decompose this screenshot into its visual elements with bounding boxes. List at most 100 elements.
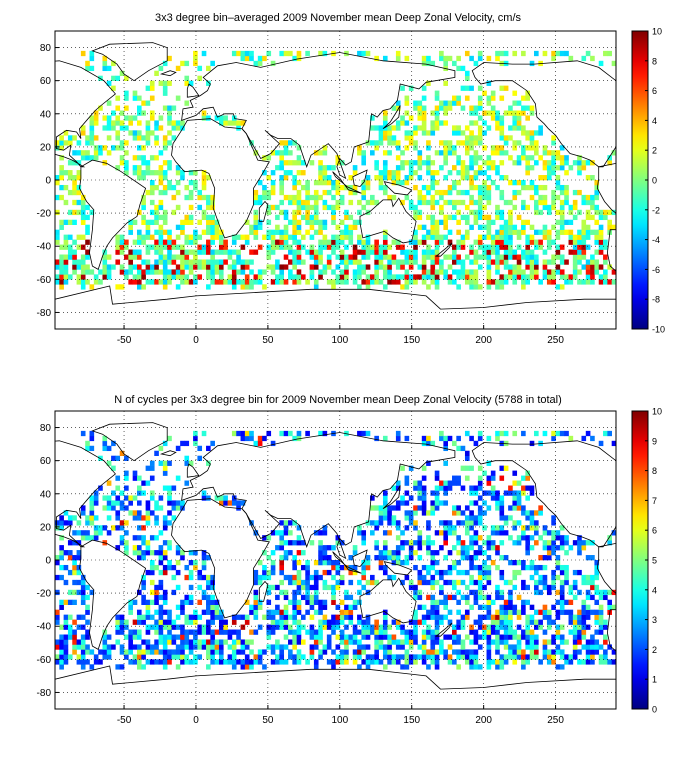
bin-cell	[529, 574, 535, 581]
bin-cell	[162, 594, 168, 601]
bin-cell	[387, 550, 392, 556]
bin-cell	[132, 495, 138, 501]
bin-cell	[106, 644, 112, 650]
bin-cell	[503, 254, 509, 260]
bin-cell	[348, 175, 354, 181]
bin-cell	[421, 160, 427, 166]
bin-cell	[538, 574, 543, 581]
bin-cell	[447, 579, 453, 586]
bin-cell	[296, 624, 302, 630]
bin-cell	[503, 229, 509, 235]
bin-cell	[477, 204, 483, 211]
bin-cell	[503, 234, 509, 240]
bin-cell	[201, 264, 207, 270]
bin-cell	[477, 50, 483, 57]
bin-cell	[607, 599, 612, 605]
bin-cell	[521, 254, 526, 260]
bin-cell	[469, 140, 474, 146]
bin-cell	[318, 150, 323, 156]
bin-cell	[210, 594, 215, 601]
bin-cell	[598, 440, 604, 447]
bin-cell	[439, 435, 444, 442]
bin-cell	[404, 259, 410, 265]
bin-cell	[335, 535, 341, 541]
bin-cell	[76, 564, 82, 571]
bin-cell	[227, 659, 233, 665]
bin-cell	[279, 150, 285, 156]
bin-cell	[223, 500, 228, 506]
bin-cell	[357, 50, 362, 57]
bin-cell	[395, 505, 401, 511]
bin-cell	[499, 145, 505, 151]
bin-cell	[236, 639, 241, 645]
bin-cell	[490, 165, 496, 171]
bin-cell	[141, 284, 146, 290]
bin-cell	[499, 189, 505, 196]
bin-cell	[279, 569, 285, 576]
bin-cell	[447, 594, 453, 601]
bin-cell	[59, 634, 64, 640]
bin-cell	[529, 234, 535, 240]
bin-cell	[542, 430, 548, 437]
bin-cell	[469, 274, 474, 280]
bin-cell	[145, 219, 151, 225]
bin-cell	[512, 274, 518, 280]
bin-cell	[486, 259, 492, 265]
bin-cell	[521, 284, 526, 290]
bin-cell	[357, 599, 362, 605]
bin-cell	[296, 229, 302, 235]
bin-cell	[236, 269, 241, 275]
bin-cell	[55, 654, 60, 660]
bin-cell	[413, 510, 418, 516]
bin-cell	[180, 120, 185, 126]
bin-cell	[598, 249, 604, 255]
bin-cell	[607, 264, 612, 270]
bin-cell	[188, 644, 194, 650]
bin-cell	[417, 199, 423, 206]
bin-cell	[59, 254, 64, 260]
bin-cell	[288, 50, 293, 57]
bin-cell	[59, 194, 64, 201]
bin-cell	[477, 264, 483, 270]
bin-cell	[240, 279, 246, 285]
bin-cell	[542, 649, 548, 655]
bin-cell	[158, 204, 164, 211]
bin-cell	[136, 475, 142, 481]
bin-cell	[249, 279, 254, 285]
bin-cell	[119, 120, 125, 126]
bin-cell	[305, 199, 310, 206]
bin-cell	[158, 125, 164, 131]
bin-cell	[266, 609, 272, 615]
bin-cell	[59, 649, 64, 655]
bin-cell	[158, 495, 164, 501]
bin-cell	[111, 490, 116, 496]
bin-cell	[313, 574, 319, 581]
bin-cell	[313, 254, 319, 260]
bin-cell	[288, 520, 293, 526]
bin-cell	[413, 140, 418, 146]
bin-cell	[585, 175, 591, 181]
bin-cell	[434, 125, 440, 131]
bin-cell	[154, 155, 159, 161]
bin-cell	[512, 520, 518, 526]
bin-cell	[210, 274, 215, 280]
bin-cell	[63, 624, 69, 630]
bin-cell	[63, 520, 69, 526]
colorbar-tick-label: -6	[652, 265, 660, 275]
bin-cell	[257, 579, 263, 586]
bin-cell	[188, 574, 194, 581]
bin-cell	[288, 540, 293, 546]
bin-cell	[521, 659, 526, 665]
bin-cell	[434, 579, 440, 586]
bin-cell	[434, 229, 440, 235]
bin-cell	[72, 180, 77, 186]
bin-cell	[335, 569, 341, 576]
bin-cell	[516, 189, 522, 196]
bin-cell	[292, 594, 297, 601]
bin-cell	[175, 125, 181, 131]
bin-cell	[499, 95, 505, 101]
bin-cell	[421, 634, 427, 640]
bin-cell	[499, 639, 505, 645]
bin-cell	[434, 180, 440, 186]
bin-cell	[400, 465, 405, 471]
